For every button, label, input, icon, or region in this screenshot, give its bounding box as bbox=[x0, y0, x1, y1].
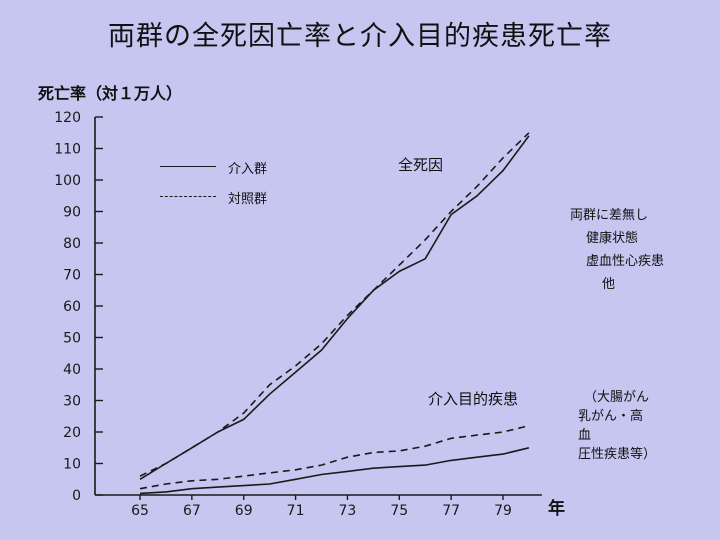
y-tick-label: 0 bbox=[72, 488, 81, 504]
target-note-line: （大腸がん bbox=[584, 390, 650, 405]
legend-label-intervention: 介入群 bbox=[228, 162, 268, 177]
y-tick-label: 40 bbox=[63, 362, 81, 378]
x-tick-label: 79 bbox=[494, 503, 512, 519]
y-tick-label: 10 bbox=[63, 457, 81, 473]
series-line-intervention-all-cause bbox=[139, 135, 530, 480]
no-difference-note: 両群に差無し 健康状態 虚血性心疾患 他 bbox=[570, 204, 664, 296]
series-line-control-all-cause bbox=[139, 132, 530, 477]
y-tick-label: 120 bbox=[54, 110, 81, 126]
x-axis-label: 年 bbox=[548, 499, 565, 519]
x-tick-label: 77 bbox=[442, 503, 460, 519]
y-tick-label: 20 bbox=[63, 425, 81, 441]
no-difference-item: 虚血性心疾患 bbox=[586, 254, 665, 269]
x-tick-label: 75 bbox=[390, 503, 408, 519]
annotation-all-cause: 全死因 bbox=[398, 156, 444, 174]
y-tick-label: 110 bbox=[54, 142, 81, 158]
legend-label-control: 対照群 bbox=[228, 192, 268, 207]
no-difference-item: 他 bbox=[602, 277, 616, 292]
annotation-target-disease: 介入目的疾患 bbox=[428, 390, 519, 408]
target-note-line: 血 bbox=[578, 428, 592, 443]
y-tick-label: 50 bbox=[63, 331, 81, 347]
legend-solid-line bbox=[160, 166, 216, 167]
y-tick-label: 80 bbox=[63, 236, 81, 252]
series-line-control-target-disease bbox=[139, 424, 530, 490]
series-line-intervention-target-disease bbox=[139, 447, 530, 495]
x-tick-label: 67 bbox=[183, 503, 201, 519]
target-note-line: 圧性疾患等） bbox=[578, 447, 657, 462]
y-axis-label: 死亡率（対１万人） bbox=[38, 84, 183, 103]
y-tick-label: 60 bbox=[63, 299, 81, 315]
legend-dashed-line bbox=[160, 196, 216, 197]
chart-title: 両群の全死因亡率と介入目的疾患死亡率 bbox=[108, 21, 612, 52]
x-tick-label: 65 bbox=[131, 503, 149, 519]
y-tick-label: 30 bbox=[63, 394, 81, 410]
target-disease-note: （大腸がん 乳がん・高 血 圧性疾患等） bbox=[578, 388, 656, 464]
y-tick-label: 100 bbox=[54, 173, 81, 189]
no-difference-title: 両群に差無し bbox=[570, 208, 649, 223]
target-note-line: 乳がん・高 bbox=[578, 409, 644, 424]
y-tick-label: 90 bbox=[63, 205, 81, 221]
y-tick-label: 70 bbox=[63, 268, 81, 284]
no-difference-item: 健康状態 bbox=[586, 231, 639, 246]
x-tick-label: 73 bbox=[339, 503, 357, 519]
x-tick-label: 71 bbox=[287, 503, 305, 519]
x-tick-label: 69 bbox=[235, 503, 253, 519]
